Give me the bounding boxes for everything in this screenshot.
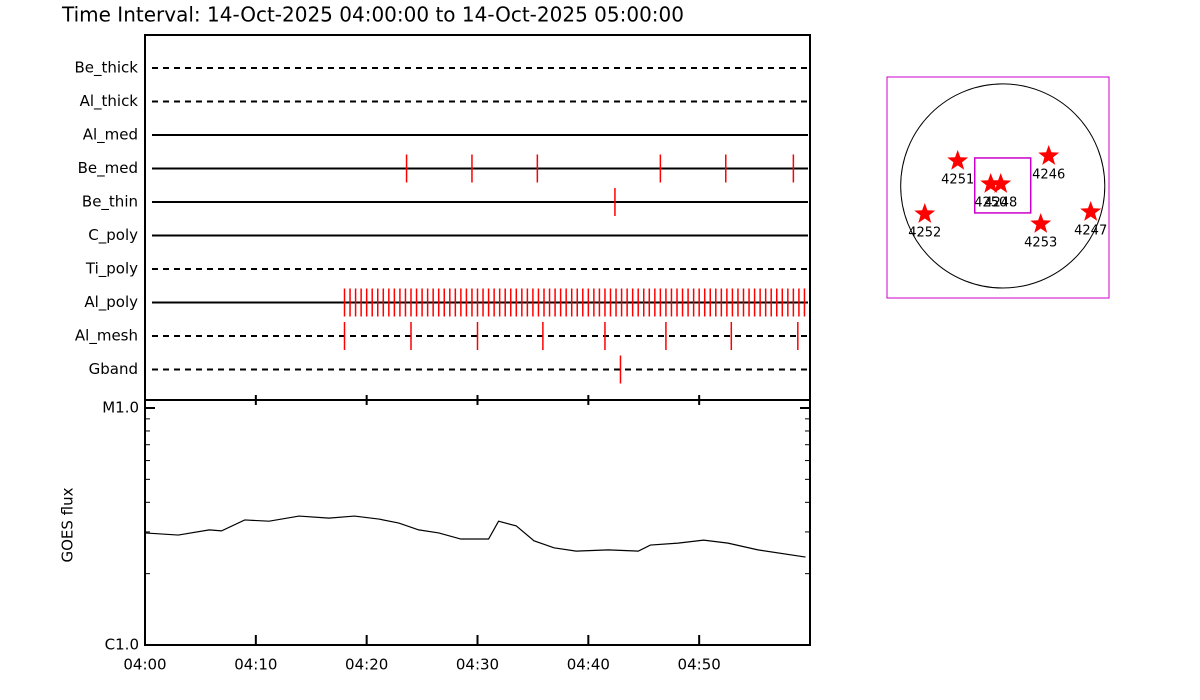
region-label: 4246 [1032, 167, 1065, 182]
x-tick-label: 04:50 [678, 656, 721, 674]
solar-limb [900, 83, 1106, 289]
region-star [914, 203, 936, 223]
region-label: 4250 [974, 195, 1007, 210]
row-label: Al_thick [80, 92, 139, 111]
row-label: Ti_poly [85, 260, 138, 279]
region-star [1030, 213, 1052, 233]
goes-flux-line [144, 515, 806, 558]
region-label: 4253 [1024, 235, 1057, 250]
row-label: Al_poly [84, 293, 138, 312]
region-star [990, 173, 1012, 193]
region-label: 4251 [941, 172, 974, 187]
row-label: Be_med [78, 159, 138, 178]
row-label: Gband [89, 360, 138, 378]
region-label: 4248 [984, 195, 1017, 210]
row-label: Al_mesh [75, 327, 138, 346]
fov-box [973, 157, 1032, 214]
y-tick-label: M1.0 [102, 399, 139, 417]
row-label: Be_thick [74, 59, 138, 78]
x-tick-label: 04:00 [123, 656, 166, 674]
map-frame [886, 76, 1110, 299]
region-star [980, 173, 1002, 193]
row-label: Be_thin [82, 193, 138, 212]
row-label: C_poly [88, 226, 138, 245]
region-label: 4247 [1074, 223, 1107, 238]
region-label: 4252 [908, 225, 941, 240]
x-tick-label: 04:40 [567, 656, 610, 674]
y-axis-label: GOES flux [59, 487, 77, 562]
region-star [1038, 145, 1060, 165]
x-tick-label: 04:30 [456, 656, 499, 674]
x-tick-label: 04:20 [345, 656, 388, 674]
y-tick-label: C1.0 [105, 636, 139, 654]
region-star [1080, 201, 1102, 221]
x-tick-label: 04:10 [234, 656, 277, 674]
title: Time Interval: 14-Oct-2025 04:00:00 to 1… [61, 3, 684, 27]
row-label: Al_med [83, 126, 138, 145]
region-star [947, 149, 969, 170]
